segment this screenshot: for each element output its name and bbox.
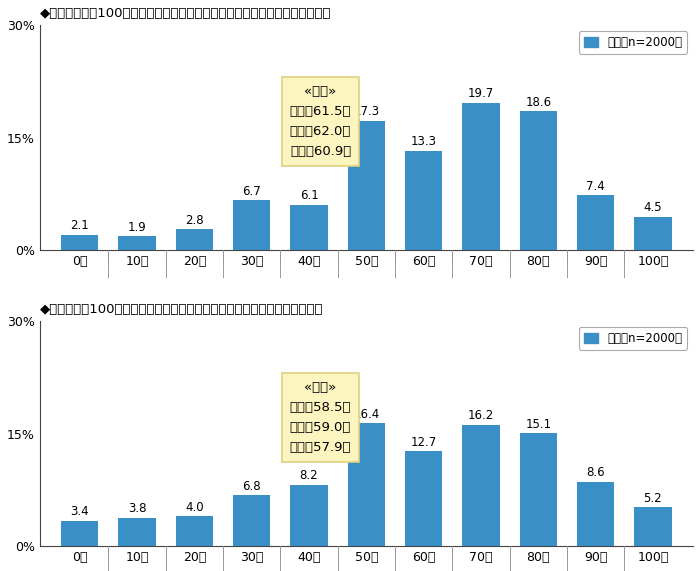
Text: 18.6: 18.6 [525,95,552,108]
Bar [61,521,99,546]
Bar [577,195,614,250]
Bar [577,482,614,546]
Bar [61,235,99,250]
Bar [176,516,213,546]
Text: 3.8: 3.8 [128,502,146,516]
Text: ◆身体の健康を100点満点で自己採点すだと何点になるか　（単一回答形式）: ◆身体の健康を100点満点で自己採点すだと何点になるか （単一回答形式） [40,7,331,20]
Text: 4.0: 4.0 [185,501,204,514]
Text: 2.1: 2.1 [71,219,89,232]
Text: ◆心の健康を100点満点で自己採点すると何点になるか　（単一回答形式）: ◆心の健康を100点満点で自己採点すると何点になるか （単一回答形式） [40,303,323,316]
Text: 6.7: 6.7 [242,185,261,198]
Bar [519,111,557,250]
Bar [290,485,328,546]
Bar [463,103,500,250]
Bar [405,451,442,546]
Text: 12.7: 12.7 [411,436,437,449]
Text: 16.4: 16.4 [354,408,379,421]
Text: 15.1: 15.1 [525,418,552,431]
Bar [233,495,270,546]
Text: 19.7: 19.7 [468,87,494,100]
Text: «平均»
全体：61.5点
男性：62.0点
女性：60.9点: «平均» 全体：61.5点 男性：62.0点 女性：60.9点 [290,85,351,158]
Bar [176,230,213,250]
Bar [519,433,557,546]
Text: 4.5: 4.5 [643,202,662,214]
Text: 17.3: 17.3 [354,105,379,118]
Text: 8.2: 8.2 [300,469,318,482]
Text: 13.3: 13.3 [411,135,437,148]
Legend: 全体［n=2000］: 全体［n=2000］ [579,31,687,54]
Text: 3.4: 3.4 [71,505,89,518]
Text: 6.1: 6.1 [300,189,318,202]
Bar [348,120,385,250]
Text: «平均»
全体：58.5点
男性：59.0点
女性：57.9点: «平均» 全体：58.5点 男性：59.0点 女性：57.9点 [290,381,351,454]
Bar [290,204,328,250]
Text: 6.8: 6.8 [242,480,261,493]
Bar [634,507,671,546]
Bar [634,216,671,250]
Legend: 全体［n=2000］: 全体［n=2000］ [579,327,687,349]
Bar [463,425,500,546]
Bar [405,151,442,250]
Text: 5.2: 5.2 [643,492,662,505]
Text: 2.8: 2.8 [185,214,204,227]
Bar [348,423,385,546]
Text: 16.2: 16.2 [468,409,494,423]
Text: 8.6: 8.6 [587,467,605,480]
Text: 1.9: 1.9 [127,221,146,234]
Bar [118,518,155,546]
Bar [118,236,155,250]
Bar [233,200,270,250]
Text: 7.4: 7.4 [586,179,605,192]
